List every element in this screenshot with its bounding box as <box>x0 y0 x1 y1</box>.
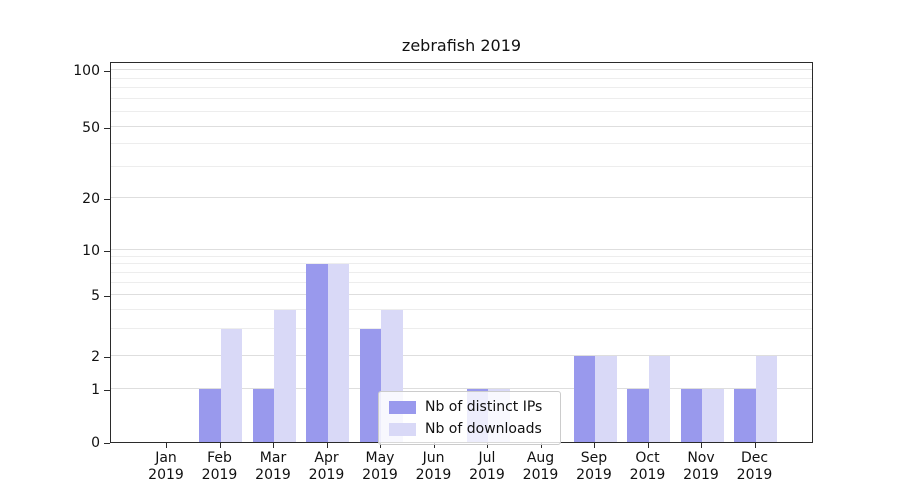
x-tick-label: Jul 2019 <box>469 450 505 483</box>
gridline <box>111 282 812 284</box>
legend-label-distinct-ips: Nb of distinct IPs <box>425 399 543 415</box>
gridline <box>111 255 812 257</box>
y-tick-label: 100 <box>73 63 100 80</box>
gridline <box>111 354 812 356</box>
x-tick-mark <box>487 443 488 448</box>
y-tick-mark <box>104 295 110 297</box>
y-tick-label: 5 <box>91 287 100 304</box>
gridline <box>111 165 812 167</box>
gridline <box>111 110 812 112</box>
gridline <box>111 293 812 295</box>
bar-distinct-ips <box>199 389 221 442</box>
bar-distinct-ips <box>680 389 702 442</box>
y-tick-label: 10 <box>82 242 100 259</box>
bar-distinct-ips <box>252 389 274 442</box>
y-tick-mark <box>104 443 110 444</box>
y-tick-label: 2 <box>91 348 100 365</box>
x-tick-label: Mar 2019 <box>255 450 291 483</box>
y-tick-mark <box>104 356 110 358</box>
gridline <box>111 308 812 310</box>
x-tick-mark <box>326 443 328 448</box>
legend-label-downloads: Nb of downloads <box>425 421 542 437</box>
gridline <box>111 263 812 265</box>
x-tick-label: Nov 2019 <box>683 450 719 483</box>
x-tick-mark <box>647 443 649 448</box>
x-tick-label: May 2019 <box>362 450 398 483</box>
gridline <box>111 197 812 199</box>
chart-title: zebrafish 2019 <box>401 36 522 55</box>
y-tick-label: 1 <box>91 382 100 399</box>
x-tick-label: Sep 2019 <box>576 450 612 483</box>
bar-downloads <box>220 328 242 442</box>
bar-distinct-ips <box>306 264 328 442</box>
x-tick-mark <box>540 443 542 448</box>
x-tick-label: Oct 2019 <box>629 450 666 483</box>
x-tick-label: Feb 2019 <box>201 450 238 483</box>
x-tick-mark <box>754 443 756 448</box>
y-tick-mark <box>104 127 110 129</box>
bar-downloads <box>274 309 296 442</box>
bar-downloads <box>648 355 670 442</box>
x-tick-label: Jun 2019 <box>415 450 452 483</box>
bar-distinct-ips <box>734 389 756 442</box>
gridline <box>111 388 812 390</box>
bar-downloads <box>755 355 777 442</box>
gridline <box>111 143 812 145</box>
bar-downloads <box>595 355 617 442</box>
bar-distinct-ips <box>627 389 649 442</box>
gridline <box>111 248 812 250</box>
x-tick-mark <box>166 443 167 448</box>
legend-item-distinct-ips: Nb of distinct IPs <box>389 399 550 415</box>
legend: Nb of distinct IPs Nb of downloads <box>378 391 561 445</box>
x-tick-mark <box>273 443 274 448</box>
y-tick-mark <box>104 390 110 392</box>
gridline <box>111 98 812 100</box>
bar-downloads <box>702 389 724 442</box>
plot-area <box>110 62 813 443</box>
legend-item-downloads: Nb of downloads <box>389 421 550 437</box>
x-tick-label: Aug 2019 <box>522 450 559 483</box>
y-tick-mark <box>104 250 110 252</box>
y-tick-label: 0 <box>91 435 100 451</box>
gridline <box>111 87 812 89</box>
x-tick-mark <box>701 443 702 448</box>
x-tick-mark <box>219 443 221 448</box>
bar-downloads <box>327 264 349 442</box>
gridline <box>111 327 812 329</box>
gridline <box>111 272 812 274</box>
x-tick-label: Jan 2019 <box>148 450 184 483</box>
gridline <box>111 125 812 127</box>
legend-swatch-downloads <box>389 422 416 436</box>
x-tick-label: Dec 2019 <box>736 450 773 483</box>
y-tick-mark <box>104 199 110 201</box>
x-tick-mark <box>380 443 381 448</box>
gridline <box>111 69 812 71</box>
x-tick-mark <box>433 443 435 448</box>
y-tick-label: 50 <box>82 119 100 136</box>
bar-distinct-ips <box>359 328 381 442</box>
y-tick-mark <box>104 71 110 73</box>
gridline <box>111 77 812 79</box>
bar-distinct-ips <box>573 355 595 442</box>
x-tick-label: Apr 2019 <box>308 450 345 483</box>
x-tick-mark <box>594 443 595 448</box>
y-tick-label: 20 <box>82 191 100 208</box>
legend-swatch-distinct-ips <box>389 400 416 414</box>
